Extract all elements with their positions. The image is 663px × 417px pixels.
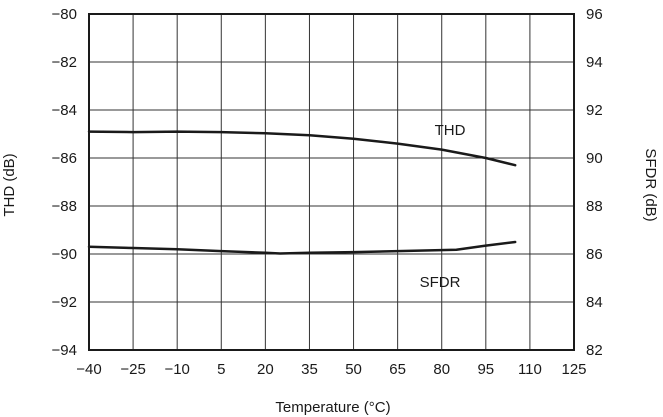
y-tick-label: −94 — [52, 342, 77, 359]
y-tick-label: −82 — [52, 54, 77, 71]
series-labels: THD SFDR — [420, 122, 466, 291]
y-axis-title: THD (dB) — [1, 153, 18, 216]
x-tick-label: 80 — [433, 361, 450, 378]
y-tick-label: −86 — [52, 150, 77, 167]
series-label-sfdr: SFDR — [420, 274, 461, 291]
x-tick-label: 125 — [561, 361, 586, 378]
y2-tick-label: 96 — [586, 6, 603, 23]
x-tick-labels: −40 −25 −10 5 20 35 50 65 80 95 110 125 — [76, 361, 586, 378]
grid-lines — [88, 13, 575, 351]
series-label-thd: THD — [435, 122, 466, 139]
x-tick-label: 5 — [217, 361, 225, 378]
x-tick-label: 95 — [477, 361, 494, 378]
y2-axis-title: SFDR (dB) — [642, 148, 659, 221]
y2-tick-labels: 96 94 92 90 88 86 84 82 — [586, 6, 603, 359]
y2-tick-label: 92 — [586, 102, 603, 119]
x-tick-label: 110 — [518, 361, 542, 378]
x-tick-label: 35 — [301, 361, 318, 378]
x-axis-title: Temperature (°C) — [275, 399, 390, 416]
y2-tick-label: 86 — [586, 246, 603, 263]
x-tick-label: −10 — [164, 361, 189, 378]
y2-tick-label: 82 — [586, 342, 603, 359]
y-tick-labels: −80 −82 −84 −86 −88 −90 −92 −94 — [52, 6, 77, 359]
x-tick-label: 50 — [345, 361, 362, 378]
y2-tick-label: 94 — [586, 54, 603, 71]
x-tick-label: 20 — [257, 361, 274, 378]
x-tick-label: −40 — [76, 361, 101, 378]
series-line-thd — [87, 130, 517, 167]
y-tick-label: −92 — [52, 294, 77, 311]
y-tick-label: −80 — [52, 6, 77, 23]
y2-tick-label: 90 — [586, 150, 603, 167]
series-line-sfdr — [87, 240, 517, 255]
y2-tick-label: 84 — [586, 294, 603, 311]
y-tick-label: −84 — [52, 102, 77, 119]
y2-tick-label: 88 — [586, 198, 603, 215]
series-lines — [87, 130, 517, 255]
x-tick-label: −25 — [120, 361, 145, 378]
y-tick-label: −90 — [52, 246, 77, 263]
plot-frame — [88, 13, 575, 351]
y-tick-label: −88 — [52, 198, 77, 215]
x-tick-label: 65 — [389, 361, 406, 378]
